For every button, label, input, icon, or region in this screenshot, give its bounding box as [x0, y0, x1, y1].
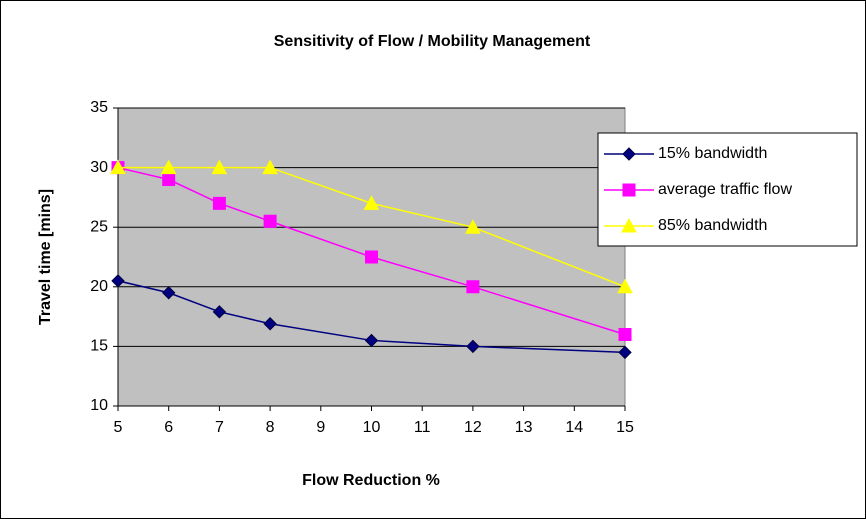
legend-label: 85% bandwidth: [658, 217, 767, 234]
marker: [363, 195, 380, 210]
y-tick-label: 20: [90, 278, 108, 295]
y-tick-label: 10: [90, 397, 108, 414]
x-tick-label: 12: [464, 419, 482, 436]
x-tick-label: 9: [316, 419, 325, 436]
x-tick-label: 5: [114, 419, 123, 436]
legend-marker: [622, 147, 636, 161]
y-tick-label: 15: [90, 338, 108, 355]
y-tick-label: 30: [90, 159, 108, 176]
marker: [111, 274, 125, 288]
marker: [465, 219, 481, 234]
y-tick-label: 25: [90, 218, 108, 235]
y-axis-label: Travel time [mins]: [37, 189, 54, 325]
marker: [617, 278, 633, 294]
chart-title: Sensitivity of Flow / Mobility Managemen…: [274, 33, 591, 50]
y-tick-label: 35: [90, 99, 108, 116]
marker: [466, 339, 480, 354]
marker: [212, 305, 227, 319]
marker: [162, 173, 176, 187]
marker: [161, 286, 176, 300]
x-tick-label: 10: [363, 419, 381, 436]
x-axis-label: Flow Reduction %: [302, 472, 440, 489]
marker: [262, 159, 278, 175]
legend-marker: [622, 183, 636, 197]
x-tick-label: 6: [164, 419, 173, 436]
x-tick-label: 15: [616, 419, 634, 436]
x-tick-label: 11: [414, 419, 431, 436]
x-tick-label: 7: [215, 419, 224, 436]
marker: [364, 333, 379, 348]
marker: [212, 196, 226, 210]
x-tick-label: 13: [515, 419, 533, 436]
marker: [110, 159, 126, 175]
legend-label: average traffic flow: [658, 181, 792, 198]
marker: [211, 159, 228, 175]
marker: [263, 317, 277, 331]
marker: [160, 159, 177, 175]
x-tick-label: 14: [565, 419, 583, 436]
marker: [618, 345, 632, 360]
marker: [466, 280, 480, 294]
marker: [365, 250, 378, 264]
legend-label: 15% bandwidth: [658, 145, 767, 162]
x-tick-label: 8: [266, 419, 275, 436]
legend-marker: [621, 217, 637, 233]
marker: [263, 214, 277, 228]
marker: [618, 327, 632, 341]
